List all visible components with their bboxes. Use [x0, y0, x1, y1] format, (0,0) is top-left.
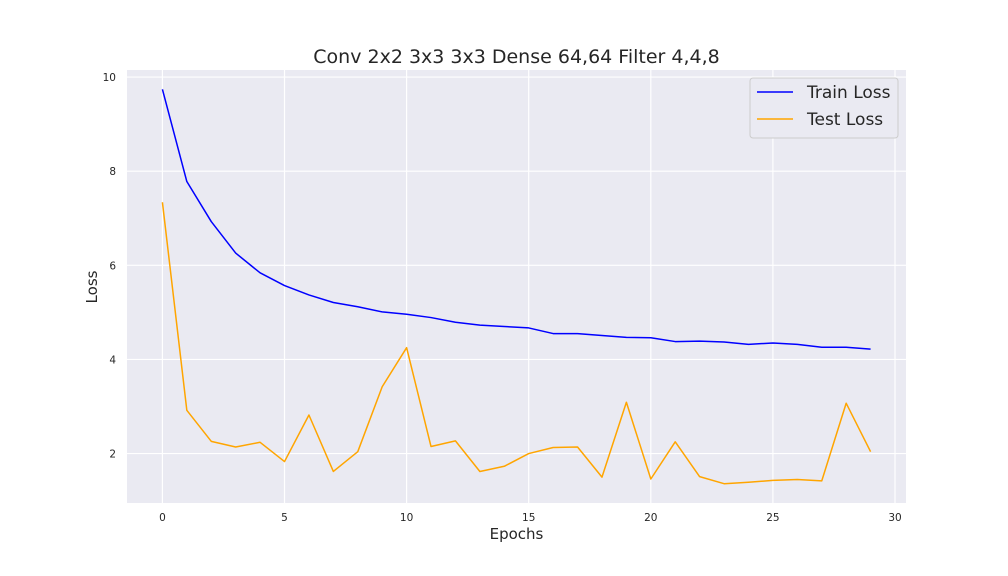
y-axis-ticks: 2 4 6 8 10: [103, 72, 117, 461]
grid-lines: [127, 70, 906, 503]
x-tick-label: 30: [888, 512, 901, 524]
test-loss-line: [161, 202, 872, 485]
chart-title: Conv 2x2 3x3 3x3 Dense 64,64 Filter 4,4,…: [313, 46, 719, 68]
y-tick-label: 2: [109, 449, 116, 461]
legend-label-train-loss: Train Loss: [806, 83, 891, 103]
legend: Train Loss Test Loss: [749, 77, 899, 139]
plot-background: [127, 70, 906, 503]
x-tick-label: 10: [400, 512, 413, 524]
x-axis-label: Epochs: [490, 525, 544, 543]
x-axis-ticks: 0 5 10 15 20 25 30: [159, 512, 902, 524]
series-lines: [161, 89, 872, 485]
y-tick-label: 10: [103, 72, 116, 84]
x-tick-label: 0: [159, 512, 166, 524]
y-tick-label: 4: [109, 354, 116, 366]
x-tick-label: 5: [281, 512, 288, 524]
x-tick-label: 20: [644, 512, 657, 524]
x-tick-label: 15: [522, 512, 535, 524]
legend-label-test-loss: Test Loss: [806, 110, 883, 130]
train-loss-line: [161, 89, 871, 350]
y-axis-label: Loss: [83, 270, 101, 303]
x-tick-label: 25: [766, 512, 779, 524]
y-tick-label: 6: [109, 260, 116, 272]
y-tick-label: 8: [109, 166, 116, 178]
legend-box: [749, 77, 899, 139]
